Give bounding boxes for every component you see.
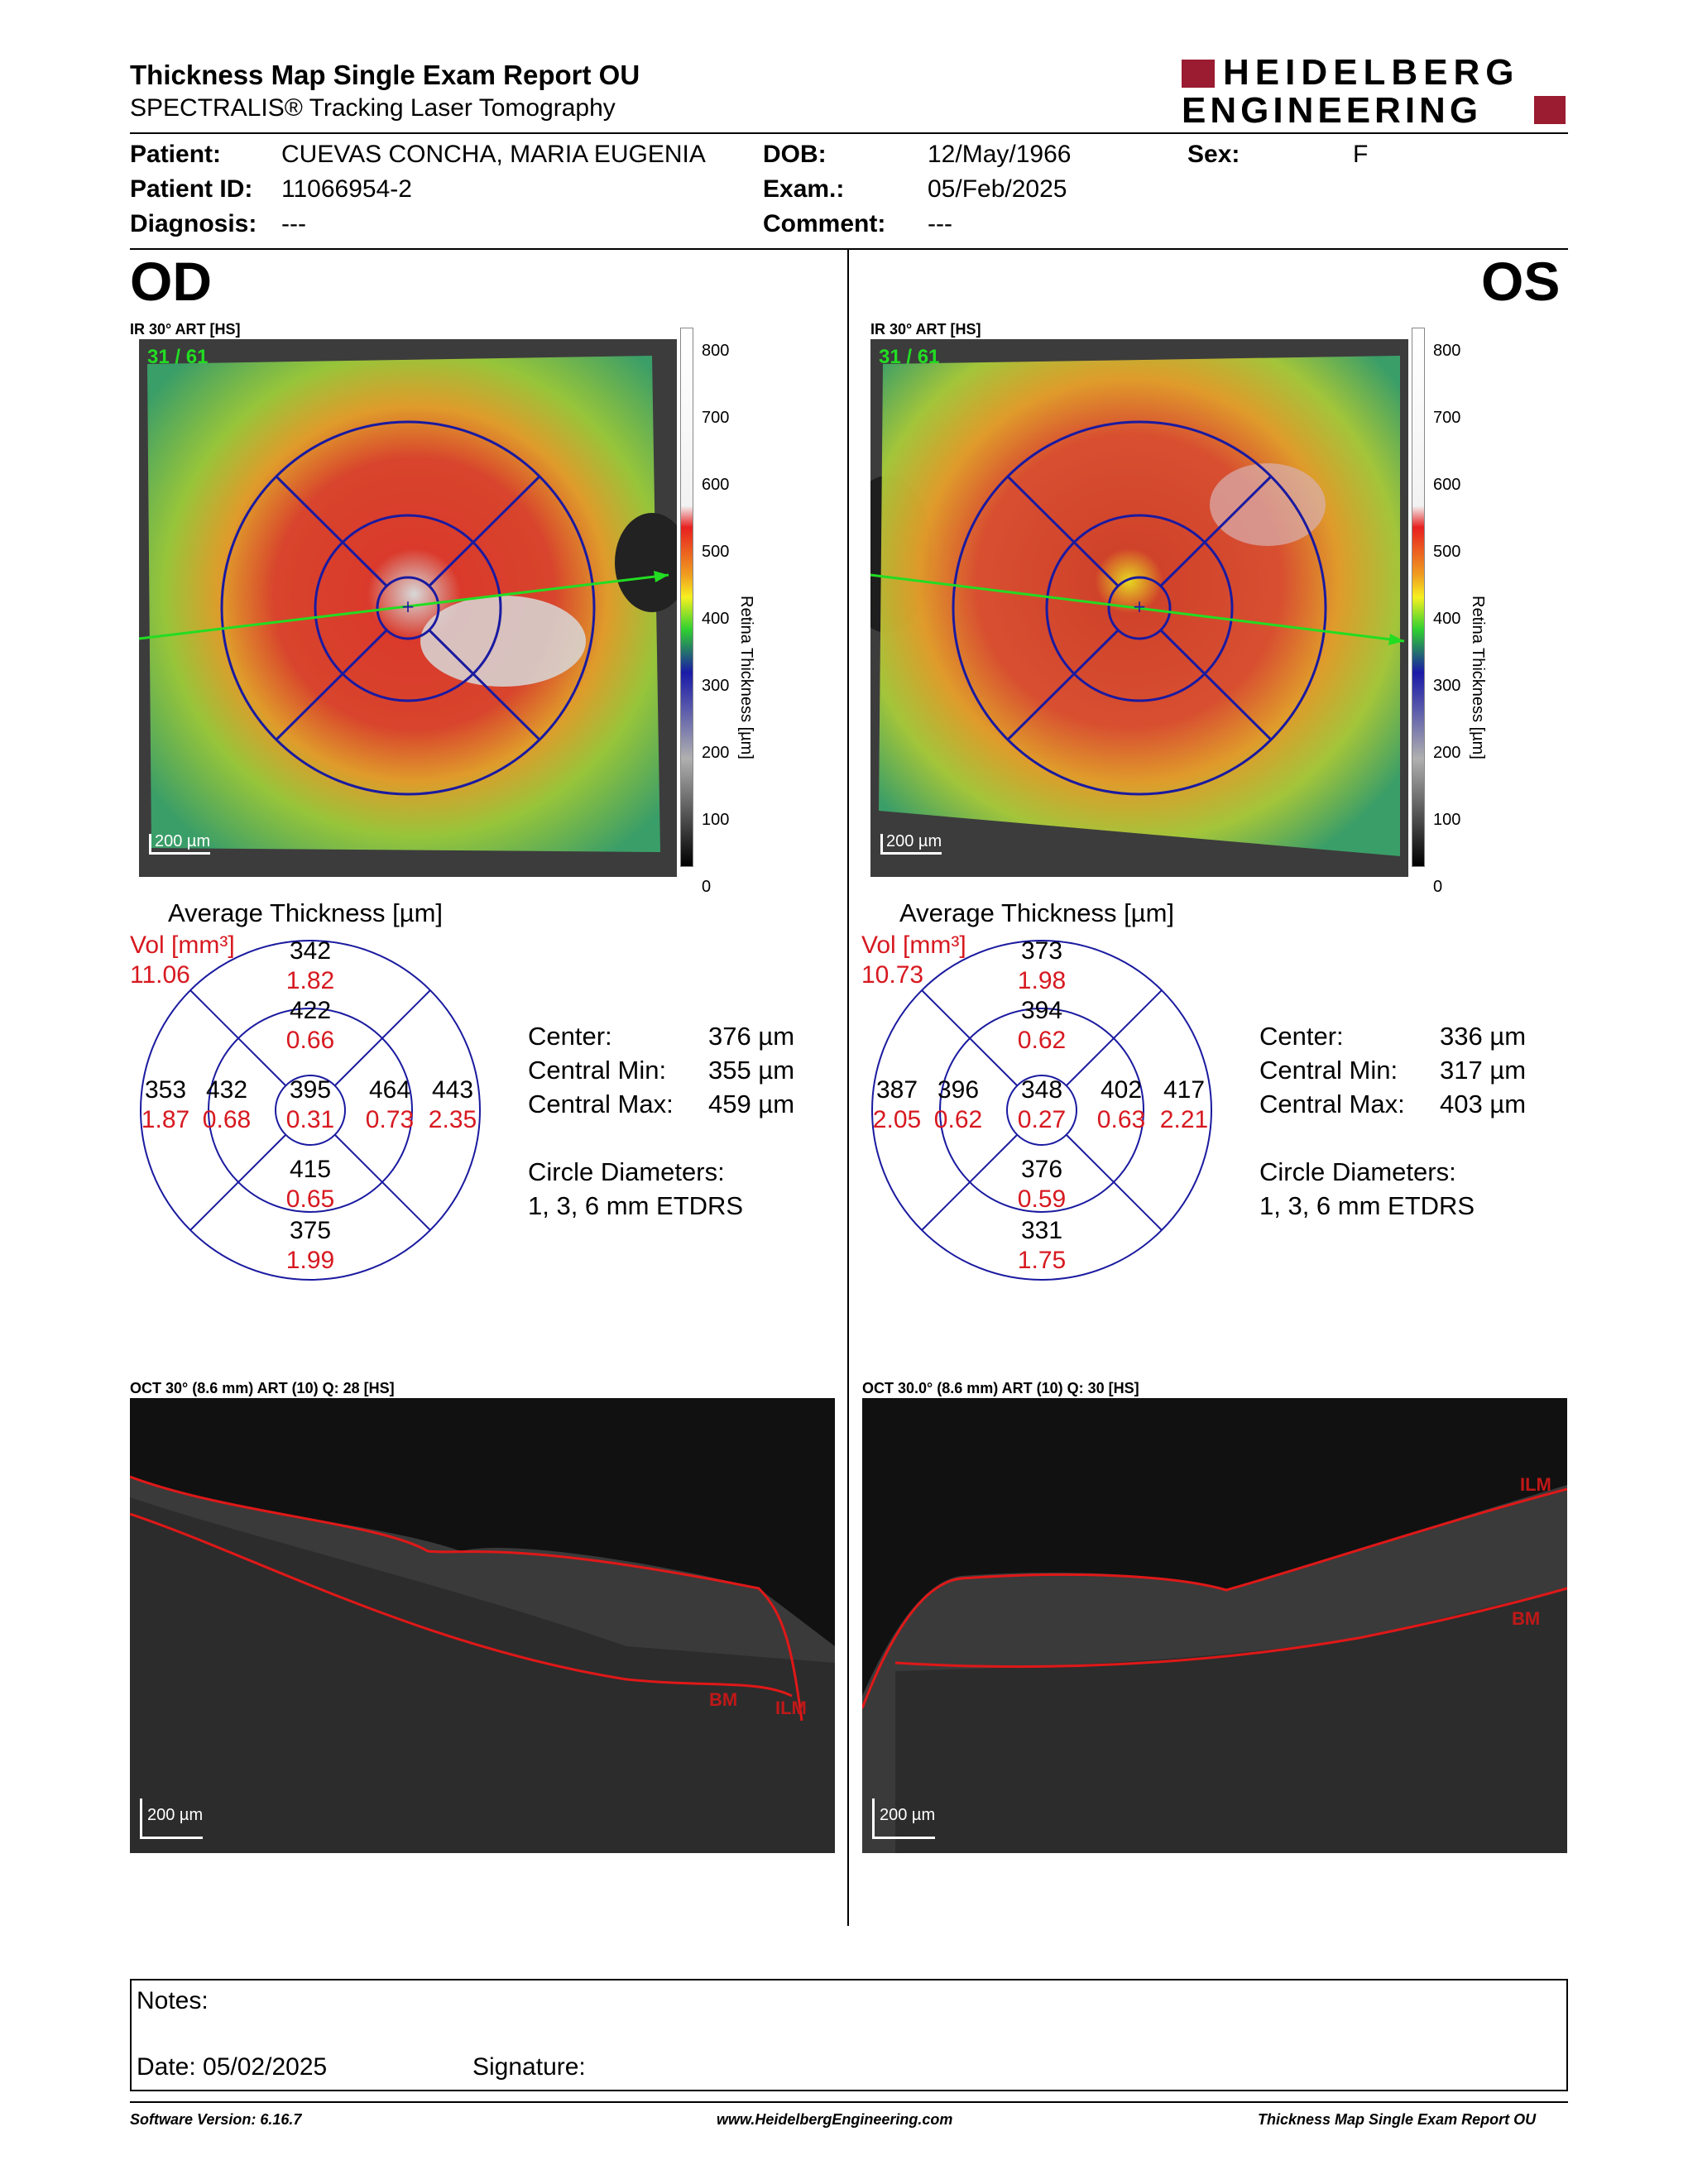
od-etdrs-outer-ring [220, 420, 596, 796]
od-center-subfield: 395 0.31 [285, 1076, 335, 1133]
os-etdrs-middle-ring [1045, 514, 1234, 702]
signature-label: Signature: [472, 2053, 586, 2081]
footer-rule [130, 2101, 1568, 2103]
os-thickness-map: + 31 / 61 200 µm [842, 339, 1408, 877]
od-colorbar [680, 328, 693, 867]
os-outer-superior: 373 1.98 [1017, 937, 1067, 994]
notes-label: Notes: [137, 1987, 209, 2014]
footer-report-name: Thickness Map Single Exam Report OU [1258, 2111, 1537, 2128]
os-eye-label: OS [1481, 251, 1561, 312]
od-inner-temporal: 432 0.68 [202, 1076, 252, 1133]
os-oct-label: OCT 30.0° (8.6 mm) ART (10) Q: 30 [HS] [862, 1380, 1139, 1396]
od-colorbar-ticks: 800 700 600 500 400 300 200 100 0 [702, 342, 730, 896]
od-circle-diameters: Circle Diameters: 1, 3, 6 mm ETDRS [528, 1157, 744, 1220]
od-ir-label: IR 30° ART [HS] [130, 321, 241, 338]
os-colorbar [1412, 328, 1425, 867]
od-outer-superior: 342 1.82 [285, 937, 335, 994]
os-inner-temporal: 396 0.62 [933, 1076, 983, 1133]
od-frame-count: 31 / 61 [147, 346, 209, 368]
info-rule [130, 248, 1568, 250]
od-outer-nasal: 443 2.35 [428, 1076, 477, 1133]
od-inner-nasal: 464 0.73 [365, 1076, 415, 1133]
dob-label: DOB: [763, 141, 827, 168]
od-outer-inferior: 375 1.99 [285, 1217, 335, 1274]
logo-line1: HEIDELBERG [1223, 52, 1520, 93]
os-average-thickness-title: Average Thickness [µm] [899, 898, 1175, 927]
software-version: Software Version: 6.16.7 [130, 2111, 302, 2128]
comment-label: Comment: [763, 210, 886, 237]
os-etdrs-inner-ring [1107, 576, 1172, 640]
os-center-subfield: 348 0.27 [1017, 1076, 1067, 1133]
os-map-scale: 200 µm [880, 833, 942, 855]
center-divider [847, 250, 849, 1926]
od-etdrs-inner-ring [376, 576, 440, 640]
footer-website[interactable]: www.HeidelbergEngineering.com [717, 2111, 953, 2128]
os-etdrs-grid: 373 1.98 394 0.62 387 2.05 396 0.62 348 0.27 … [868, 936, 1216, 1284]
od-vol-label: Vol [mm³] [130, 932, 235, 959]
os-inner-inferior: 376 0.59 [1017, 1156, 1067, 1213]
od-thickness-map: + 31 / 61 200 µm [138, 339, 689, 877]
os-inner-superior: 394 0.62 [1017, 997, 1067, 1054]
od-inner-inferior: 415 0.65 [285, 1156, 335, 1213]
od-stats-values: 376 µm 355 µm 459 µm [708, 1022, 795, 1118]
od-ilm-label: ILM [775, 1698, 807, 1718]
os-oct-bscan: ILM BM 200 µm [861, 1398, 1568, 1853]
patient-label: Patient: [130, 141, 222, 168]
diagnosis-value: --- [281, 210, 306, 237]
os-outer-nasal: 417 2.21 [1159, 1076, 1209, 1133]
od-oct-bscan: BM ILM 200 µm [129, 1398, 835, 1853]
os-stats-values: 336 µm 317 µm 403 µm [1440, 1022, 1527, 1118]
od-etdrs-middle-ring [314, 514, 502, 702]
exam-value: 05/Feb/2025 [928, 175, 1067, 203]
os-vol-label: Vol [mm³] [861, 932, 966, 959]
comment-value: --- [928, 210, 952, 237]
report-subtitle: SPECTRALIS® Tracking Laser Tomography [130, 94, 616, 122]
diagnosis-label: Diagnosis: [130, 210, 257, 237]
od-colorbar-label: Retina Thickness [µm] [737, 596, 755, 759]
os-etdrs-outer-ring [952, 420, 1327, 796]
report-title: Thickness Map Single Exam Report OU [130, 60, 640, 90]
svg-text:+: + [401, 596, 415, 616]
heidelberg-logo: HEIDELBERG ENGINEERING [1182, 52, 1566, 131]
os-frame-count: 31 / 61 [879, 346, 940, 368]
od-etdrs-grid: 342 1.82 422 0.66 353 1.87 432 0.68 395 0.31 … [137, 936, 484, 1284]
os-colorbar-ticks: 800 700 600 500 400 300 200 100 0 [1433, 342, 1461, 896]
os-vol-value: 10.73 [861, 961, 924, 989]
patient-id-value: 11066954-2 [281, 175, 412, 203]
os-ilm-label: ILM [1520, 1474, 1551, 1495]
dob-value: 12/May/1966 [928, 141, 1072, 168]
od-vol-value: 11.06 [130, 961, 190, 989]
sex-label: Sex: [1187, 141, 1240, 168]
od-inner-superior: 422 0.66 [285, 997, 335, 1054]
os-outer-temporal: 387 2.05 [872, 1076, 922, 1133]
os-outer-inferior: 331 1.75 [1017, 1217, 1067, 1274]
os-bm-label: BM [1512, 1608, 1541, 1629]
od-map-scale: 200 µm [149, 833, 211, 855]
os-oct-scale: 200 µm [872, 1798, 936, 1839]
od-bm-label: BM [709, 1689, 738, 1710]
notes-box[interactable]: Notes: Date: 05/02/2025 Signature: [130, 1979, 1568, 2091]
od-average-thickness-title: Average Thickness [µm] [168, 898, 444, 927]
os-stats-labels: Center: Central Min: Central Max: [1259, 1022, 1405, 1118]
os-circle-diameters: Circle Diameters: 1, 3, 6 mm ETDRS [1259, 1157, 1475, 1220]
od-outer-temporal: 353 1.87 [141, 1076, 190, 1133]
os-ir-label: IR 30° ART [HS] [870, 321, 981, 338]
logo-line2: ENGINEERING [1182, 90, 1483, 131]
os-inner-nasal: 402 0.63 [1096, 1076, 1146, 1133]
date-label: Date: 05/02/2025 [137, 2053, 328, 2081]
od-oct-scale: 200 µm [140, 1798, 204, 1839]
od-oct-label: OCT 30° (8.6 mm) ART (10) Q: 28 [HS] [130, 1380, 395, 1396]
od-eye-label: OD [130, 251, 212, 312]
exam-label: Exam.: [763, 175, 845, 203]
sex-value: F [1353, 141, 1369, 168]
patient-value: CUEVAS CONCHA, MARIA EUGENIA [281, 141, 706, 168]
svg-text:+: + [1133, 596, 1147, 616]
od-stats-labels: Center: Central Min: Central Max: [528, 1022, 674, 1118]
os-colorbar-label: Retina Thickness [µm] [1469, 596, 1487, 759]
header-rule [130, 132, 1568, 134]
patient-id-label: Patient ID: [130, 175, 253, 203]
